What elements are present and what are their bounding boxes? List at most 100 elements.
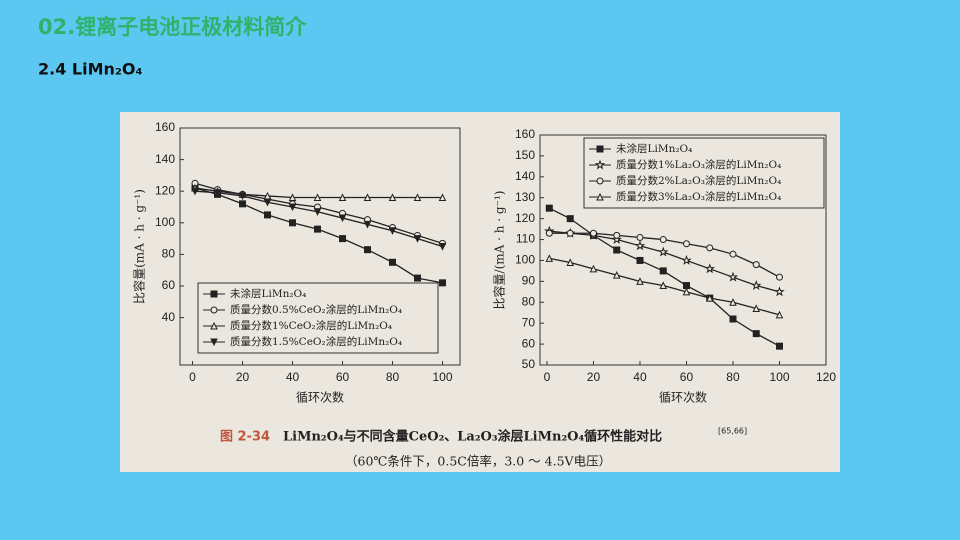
y-tick-label: 120: [155, 183, 175, 197]
marker: [636, 233, 644, 241]
marker: [364, 246, 371, 254]
marker: [213, 189, 222, 197]
marker: [439, 279, 446, 287]
caption-ref: [65,66]: [718, 427, 747, 436]
marker: [596, 177, 604, 185]
marker: [729, 298, 737, 306]
legend-label: 未涂层LiMn₂O₄: [616, 142, 692, 155]
y-tick-label: 40: [162, 310, 176, 324]
marker: [596, 145, 604, 153]
y-tick-label: 80: [162, 247, 176, 261]
marker: [729, 250, 737, 258]
marker: [727, 271, 739, 282]
marker: [752, 304, 761, 313]
marker: [612, 270, 621, 279]
marker: [589, 229, 597, 237]
marker: [239, 200, 246, 208]
marker: [264, 211, 271, 219]
y-tick-label: 60: [162, 278, 176, 292]
marker: [682, 282, 690, 290]
marker: [389, 258, 396, 266]
caption-note: （60℃条件下，0.5C倍率，3.0 ～ 4.5V电压）: [345, 454, 611, 469]
marker: [729, 315, 737, 323]
marker: [314, 225, 321, 233]
legend-box: [197, 282, 439, 354]
marker: [634, 240, 646, 251]
y-tick-label: 120: [515, 211, 535, 225]
x-tick-label: 100: [432, 370, 452, 384]
x-axis-label: 循环次数: [659, 390, 707, 405]
marker: [288, 193, 297, 202]
plot-frame: [539, 134, 827, 366]
y-tick-label: 130: [515, 190, 535, 204]
marker: [313, 193, 322, 202]
marker: [338, 214, 347, 223]
x-tick-label: 80: [726, 370, 740, 384]
x-axis-label: 循环次数: [296, 390, 344, 405]
marker: [659, 267, 667, 275]
marker: [566, 215, 574, 223]
x-tick-label: 0: [189, 370, 196, 384]
marker: [414, 274, 421, 282]
y-tick-label: 70: [522, 315, 536, 329]
marker: [706, 244, 714, 252]
marker: [545, 254, 554, 262]
x-tick-label: 80: [386, 370, 400, 384]
y-tick-label: 80: [522, 294, 536, 308]
y-axis-label: 比容量(mA · h · g⁻¹): [132, 189, 147, 304]
marker: [438, 193, 447, 202]
marker: [594, 159, 606, 170]
marker: [682, 287, 691, 296]
marker: [775, 342, 783, 350]
x-tick-label: 120: [816, 370, 836, 384]
marker: [750, 280, 762, 291]
y-tick-label: 100: [155, 215, 175, 229]
caption-number: 图 2-34: [220, 430, 270, 445]
plot-frame: [179, 127, 461, 366]
marker: [657, 246, 669, 257]
legend-label: 质量分数1%La₂O₃涂层的LiMn₂O₄: [616, 158, 781, 171]
marker: [545, 229, 553, 237]
marker: [659, 281, 668, 290]
marker: [682, 240, 690, 248]
marker: [210, 290, 218, 298]
marker: [413, 193, 422, 202]
slide-title: 02.锂离子电池正极材料简介: [38, 15, 307, 39]
x-tick-label: 0: [544, 370, 551, 384]
marker: [775, 273, 783, 281]
legend-label: 质量分数2%La₂O₃涂层的LiMn₂O₄: [616, 174, 781, 187]
x-tick-label: 40: [633, 370, 647, 384]
y-axis-label: 比容量/(mA · h · g⁻¹): [492, 191, 507, 310]
marker: [363, 220, 372, 229]
marker: [613, 231, 621, 239]
marker: [636, 277, 644, 285]
marker: [210, 321, 218, 330]
slide-subtitle: 2.4 LiMn₂O₄: [38, 60, 143, 79]
legend-label: 质量分数1%CeO₂涂层的LiMn₂O₄: [230, 319, 392, 332]
marker: [413, 235, 422, 243]
marker: [289, 219, 296, 227]
y-tick-label: 60: [522, 336, 536, 350]
marker: [566, 229, 574, 237]
marker: [752, 330, 760, 338]
marker: [611, 234, 622, 245]
y-tick-label: 160: [155, 120, 175, 134]
marker: [339, 235, 346, 243]
marker: [545, 204, 553, 212]
marker: [263, 198, 272, 207]
y-tick-label: 160: [515, 127, 535, 141]
y-tick-label: 140: [155, 152, 175, 166]
marker: [681, 254, 692, 265]
marker: [191, 187, 199, 196]
y-tick-label: 140: [515, 169, 535, 183]
marker: [388, 227, 397, 235]
y-tick-label: 50: [522, 357, 536, 371]
marker: [210, 338, 218, 347]
y-tick-label: 150: [515, 148, 535, 162]
legend-label: 质量分数1.5%CeO₂涂层的LiMn₂O₄: [230, 335, 402, 348]
marker: [705, 293, 714, 302]
y-tick-label: 90: [522, 274, 536, 288]
x-tick-label: 100: [769, 370, 789, 384]
marker: [636, 256, 644, 264]
